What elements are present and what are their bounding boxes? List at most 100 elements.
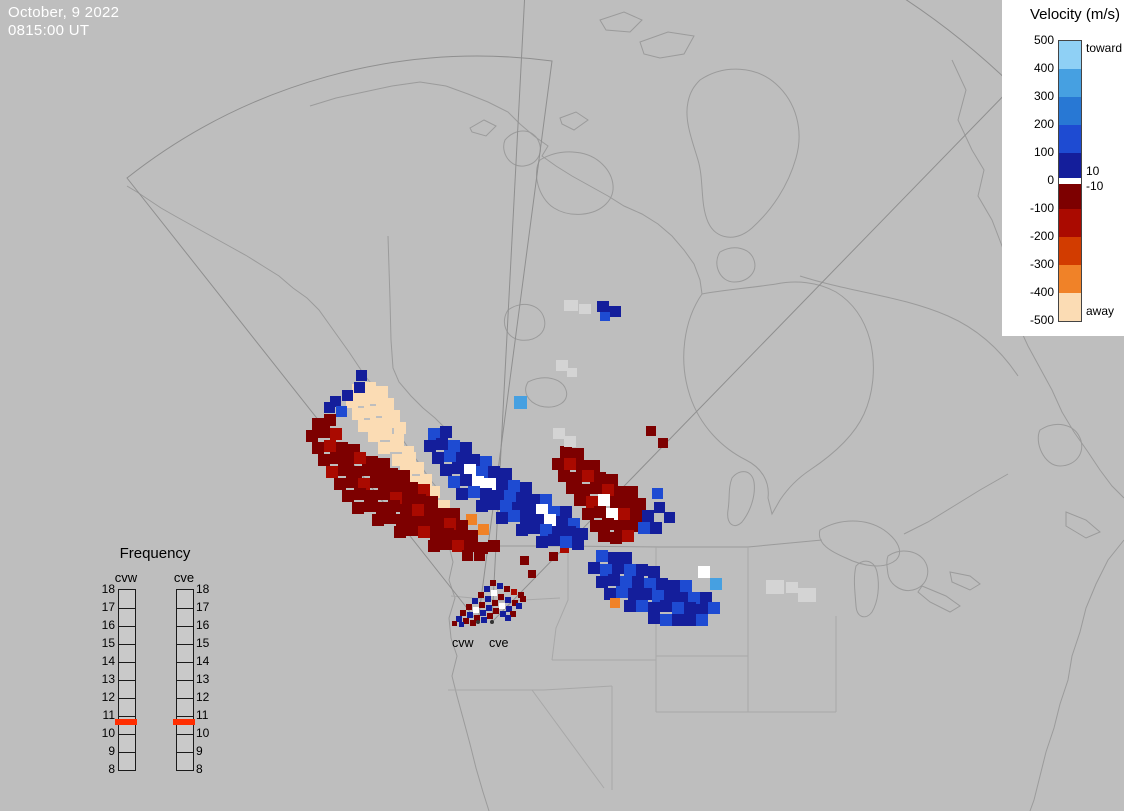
velocity-cell xyxy=(516,603,522,609)
velocity-color-segment xyxy=(1059,41,1081,69)
frequency-tick-label: 11 xyxy=(196,708,209,722)
velocity-cell xyxy=(330,396,341,407)
velocity-tick-label: -400 xyxy=(1029,285,1054,299)
velocity-cell xyxy=(396,514,408,526)
velocity-color-segment xyxy=(1059,178,1081,184)
velocity-cell xyxy=(497,583,503,589)
velocity-color-segment xyxy=(1059,236,1081,265)
velocity-cell xyxy=(520,556,529,565)
velocity-cell xyxy=(466,530,478,542)
velocity-cell xyxy=(594,472,606,484)
velocity-cell xyxy=(476,500,488,512)
velocity-color-segment xyxy=(1059,97,1081,125)
velocity-cell xyxy=(402,492,414,504)
velocity-cell xyxy=(376,404,388,416)
velocity-cell xyxy=(464,464,476,476)
velocity-cell xyxy=(648,612,660,624)
velocity-cell xyxy=(658,438,668,448)
velocity-cell xyxy=(324,402,335,413)
frequency-bar-cve xyxy=(176,589,194,771)
velocity-cell xyxy=(588,562,600,574)
velocity-cell xyxy=(500,611,506,617)
velocity-cell xyxy=(598,494,610,506)
velocity-cell xyxy=(452,540,464,552)
velocity-cell xyxy=(518,592,524,598)
velocity-cell xyxy=(696,614,708,626)
velocity-cell xyxy=(650,522,662,534)
frequency-bar-cvw xyxy=(118,589,136,771)
velocity-cell xyxy=(452,462,464,474)
velocity-cells-layer xyxy=(306,300,816,627)
velocity-cell xyxy=(676,592,688,604)
velocity-cell xyxy=(700,592,712,604)
velocity-cell xyxy=(470,620,476,626)
velocity-cell xyxy=(798,588,816,602)
velocity-color-segment xyxy=(1059,183,1081,209)
velocity-cell xyxy=(436,438,448,450)
small-arctic-island-1 xyxy=(559,111,589,131)
velocity-cell xyxy=(578,484,590,496)
velocity-cell xyxy=(606,508,618,520)
velocity-cell xyxy=(472,476,484,488)
velocity-cell xyxy=(390,440,402,452)
velocity-cell xyxy=(642,510,654,522)
velocity-cell xyxy=(318,454,330,466)
frequency-tick-label: 17 xyxy=(101,600,115,614)
velocity-cell xyxy=(474,550,485,561)
velocity-cell xyxy=(444,518,456,530)
velocity-cell xyxy=(466,514,477,525)
velocity-cell xyxy=(656,578,668,590)
frequency-tick-label: 10 xyxy=(196,726,210,740)
velocity-cell xyxy=(496,478,508,490)
velocity-cell xyxy=(378,488,390,500)
velocity-cell xyxy=(392,454,404,466)
velocity-cell xyxy=(467,612,473,618)
velocity-cell xyxy=(485,596,491,602)
frequency-column-label: cvw xyxy=(114,570,138,585)
velocity-cell xyxy=(590,520,602,532)
velocity-cell xyxy=(336,406,347,417)
velocity-cell xyxy=(326,466,338,478)
velocity-cell xyxy=(604,588,616,600)
radar-site-dot-cve xyxy=(490,620,494,624)
velocity-cell xyxy=(708,602,720,614)
velocity-cell xyxy=(652,488,663,499)
velocity-cell xyxy=(548,534,560,546)
velocity-cell xyxy=(354,488,366,500)
velocity-cell xyxy=(388,500,400,512)
velocity-cell xyxy=(632,576,644,588)
velocity-cell xyxy=(420,474,432,486)
velocity-cell xyxy=(536,536,548,548)
velocity-cell xyxy=(684,614,696,626)
velocity-cell xyxy=(412,462,424,474)
newfoundland xyxy=(1037,423,1083,467)
velocity-cell xyxy=(460,474,472,486)
velocity-cell xyxy=(426,496,438,508)
velocity-cell xyxy=(644,578,656,590)
banks-island xyxy=(503,130,541,167)
radar-site-markers xyxy=(476,620,494,624)
frequency-tick-label: 18 xyxy=(101,582,115,596)
velocity-cell xyxy=(412,504,424,516)
velocity-cell xyxy=(370,476,382,488)
velocity-cell xyxy=(500,500,512,512)
velocity-tick-label: -100 xyxy=(1029,201,1054,215)
velocity-cell xyxy=(352,408,364,420)
velocity-cell xyxy=(636,564,648,576)
velocity-cell xyxy=(660,614,672,626)
radar-fov-fans xyxy=(126,0,1014,624)
velocity-cell xyxy=(370,418,382,430)
velocity-cell xyxy=(394,526,406,538)
frequency-bar-segment xyxy=(119,644,135,662)
velocity-color-segment xyxy=(1059,125,1081,153)
velocity-cell xyxy=(602,484,614,496)
velocity-tick-label: 0 xyxy=(1047,173,1054,187)
state-line xyxy=(531,689,605,789)
velocity-cell xyxy=(654,502,665,513)
lake-erie xyxy=(917,585,961,613)
velocity-cell xyxy=(560,544,569,553)
velocity-cell xyxy=(456,452,468,464)
velocity-cell xyxy=(672,614,684,626)
velocity-tick-label: -300 xyxy=(1029,257,1054,271)
velocity-cell xyxy=(630,510,642,522)
